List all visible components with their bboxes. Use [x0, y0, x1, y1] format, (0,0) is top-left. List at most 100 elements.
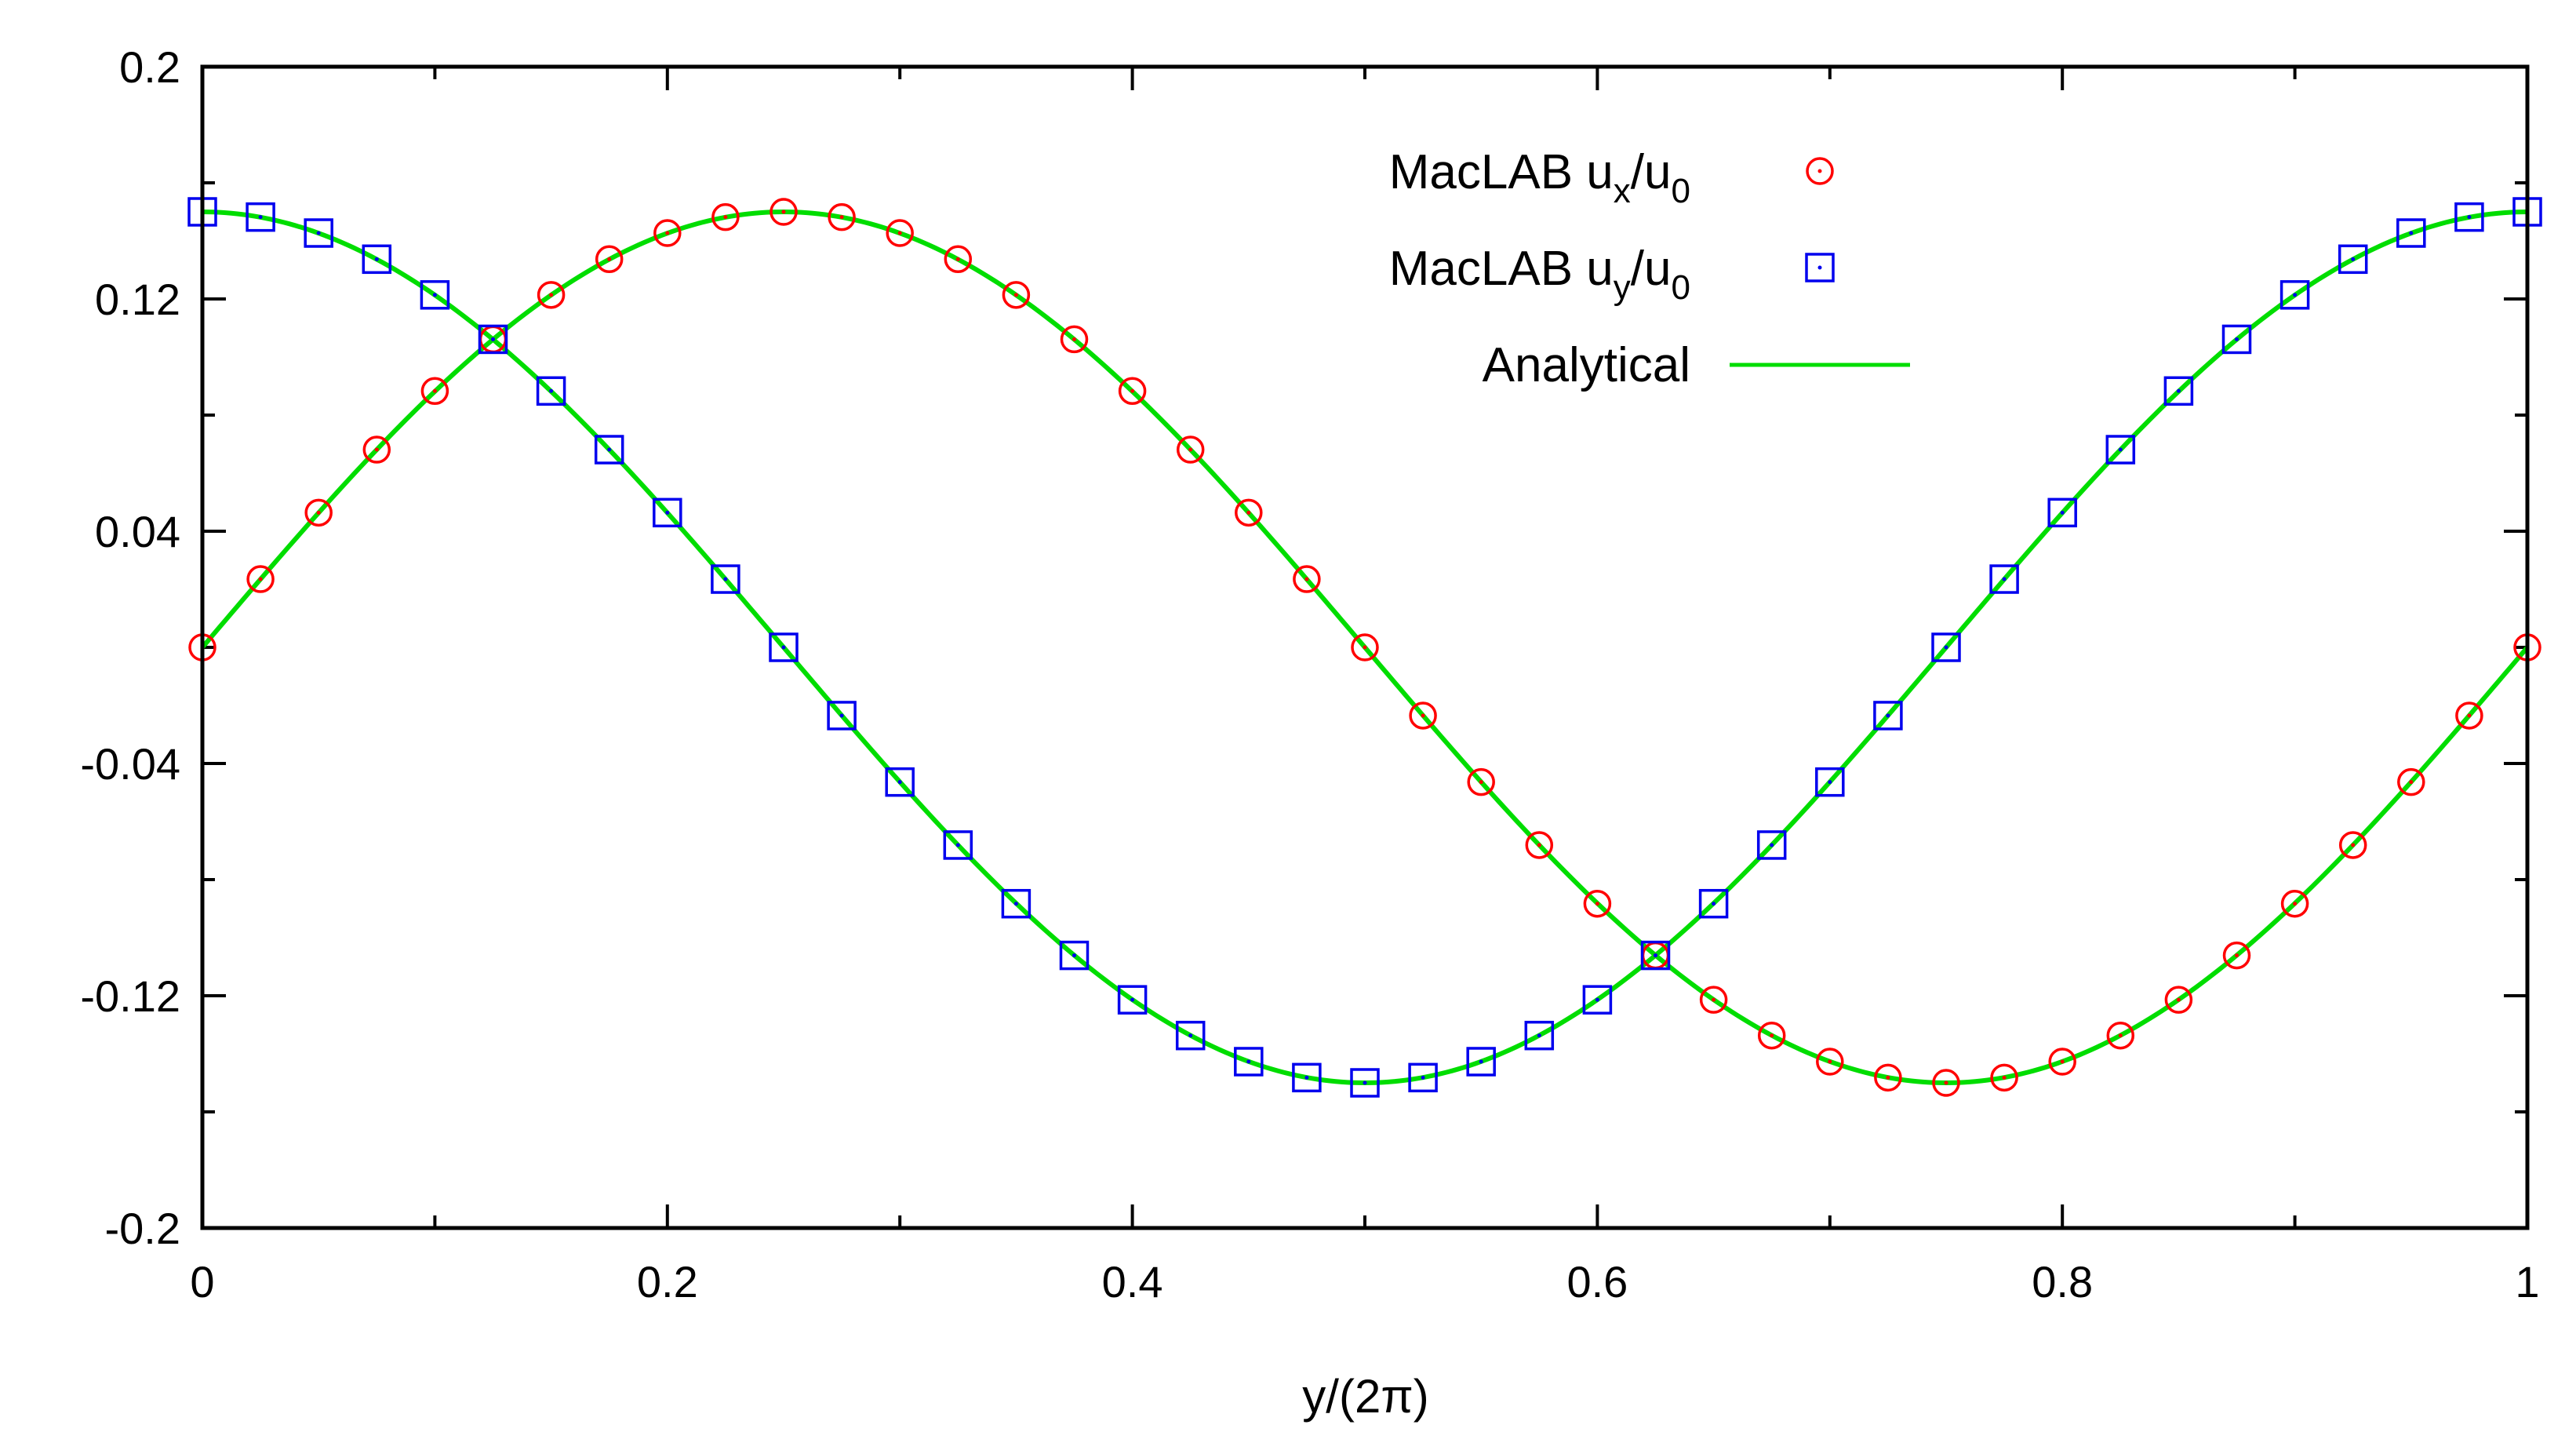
y-tick-label: 0.04	[95, 507, 180, 556]
ux-point-center	[2351, 843, 2356, 847]
uy-point-center	[1363, 1080, 1367, 1085]
ux-point	[304, 498, 333, 527]
uy-point	[1698, 888, 1729, 919]
ux-point-center	[2118, 1033, 2123, 1038]
legend-marker-square	[1805, 253, 1835, 282]
ux-point-center	[2060, 1059, 2065, 1064]
ux-point-center	[1072, 337, 1076, 341]
uy-point	[536, 376, 566, 406]
uy-point	[594, 435, 624, 465]
uy-point	[827, 701, 857, 731]
y-tick-labels: 0.2 0.12 0.04 -0.04 -0.12 -0.2	[80, 42, 180, 1253]
ux-point	[537, 281, 566, 309]
ux-point	[1583, 889, 1612, 918]
ux-point	[886, 219, 914, 247]
ux-point	[1409, 701, 1437, 730]
uy-point-center	[665, 510, 670, 515]
ux-point-center	[2002, 1075, 2007, 1080]
ux-point-center	[723, 215, 728, 220]
ux-point	[1235, 498, 1263, 527]
ux-point-center	[607, 257, 612, 261]
y-tick-label: 0.12	[95, 275, 180, 324]
ux-point	[2164, 986, 2193, 1014]
ux-point	[711, 202, 740, 231]
uy-point	[362, 244, 392, 275]
y-tick-label: -0.12	[80, 971, 180, 1021]
ux-point-center	[665, 231, 670, 235]
uy-point-center	[2409, 231, 2414, 235]
uy-point	[2396, 218, 2426, 248]
y-tick-label: -0.04	[80, 739, 180, 789]
uy-point	[769, 632, 799, 662]
uy-point-center	[1595, 997, 1599, 1002]
x-tick-labels: 0 0.2 0.4 0.6 0.8 1	[190, 1257, 2539, 1306]
legend: MacLAB ux/u0 MacLAB uy/u0 Analytical	[1389, 145, 1910, 392]
uy-point	[1117, 985, 1148, 1015]
uy-point	[2163, 376, 2194, 406]
ux-point	[362, 435, 391, 464]
uy-point	[943, 830, 973, 860]
ux-point	[2455, 701, 2483, 730]
ux-point-center	[1944, 1080, 1948, 1085]
uy-point-center	[955, 843, 960, 847]
ux-point	[1699, 986, 1728, 1014]
uy-point-center	[2118, 447, 2123, 452]
ux-point	[653, 219, 682, 247]
uy-point-center	[549, 388, 554, 393]
uy-point-center	[1770, 843, 1774, 847]
uy-point-center	[2351, 257, 2356, 261]
uy-point	[1408, 1062, 1438, 1093]
x-axis-title: y/(2π)	[1302, 1370, 1428, 1423]
ux-point-center	[258, 577, 263, 581]
legend-circle-center	[1817, 169, 1822, 173]
x-tick-label: 0.4	[1102, 1257, 1163, 1306]
uy-point-center	[258, 215, 263, 220]
uy-point	[885, 767, 915, 797]
uy-point	[2105, 435, 2136, 465]
ux-point	[1351, 633, 1379, 661]
uy-point-center	[1304, 1075, 1309, 1080]
uy-point	[2454, 202, 2484, 232]
uy-series	[187, 197, 2542, 1098]
ux-point	[420, 377, 449, 406]
ux-point	[246, 565, 275, 593]
ux-point-center	[2467, 713, 2472, 718]
ux-point	[2048, 1048, 2076, 1076]
uy-point-center	[2235, 337, 2239, 341]
y-tick-label: 0.2	[119, 42, 180, 92]
uy-point-center	[607, 447, 612, 452]
ux-point-center	[1130, 388, 1135, 393]
ux-point-center	[955, 257, 960, 261]
ux-point	[1118, 377, 1147, 406]
ux-point	[2338, 831, 2367, 859]
uy-point-center	[1886, 713, 1890, 718]
uy-point-center	[839, 713, 844, 718]
ux-point	[1757, 1021, 1786, 1050]
ux-point-center	[549, 293, 554, 297]
uy-point	[1059, 940, 1090, 971]
ux-point-center	[1013, 293, 1018, 297]
ux-point	[944, 245, 973, 274]
ux-point	[770, 198, 798, 226]
uy-point	[1350, 1068, 1380, 1098]
uy-point	[2047, 497, 2077, 528]
ux-series	[188, 198, 2541, 1097]
ux-point-center	[2293, 902, 2298, 906]
x-tick-label: 0.6	[1566, 1257, 1628, 1306]
ux-point-center	[2176, 997, 2181, 1002]
ux-point-center	[1479, 780, 1483, 785]
uy-point	[1234, 1047, 1264, 1077]
uy-point-center	[1654, 953, 1657, 958]
uy-point	[1873, 701, 1903, 731]
ux-point-center	[374, 447, 379, 452]
uy-point-center	[1828, 780, 1832, 785]
uy-point	[1466, 1047, 1496, 1077]
ux-point	[1874, 1063, 1902, 1092]
uy-point-center	[2176, 388, 2181, 393]
uy-point-center	[2002, 577, 2007, 581]
uy-point	[304, 218, 333, 248]
uy-point-center	[1712, 902, 1716, 906]
ux-point-center	[1246, 510, 1251, 515]
ux-point	[1002, 281, 1031, 309]
ux-point	[595, 245, 624, 274]
